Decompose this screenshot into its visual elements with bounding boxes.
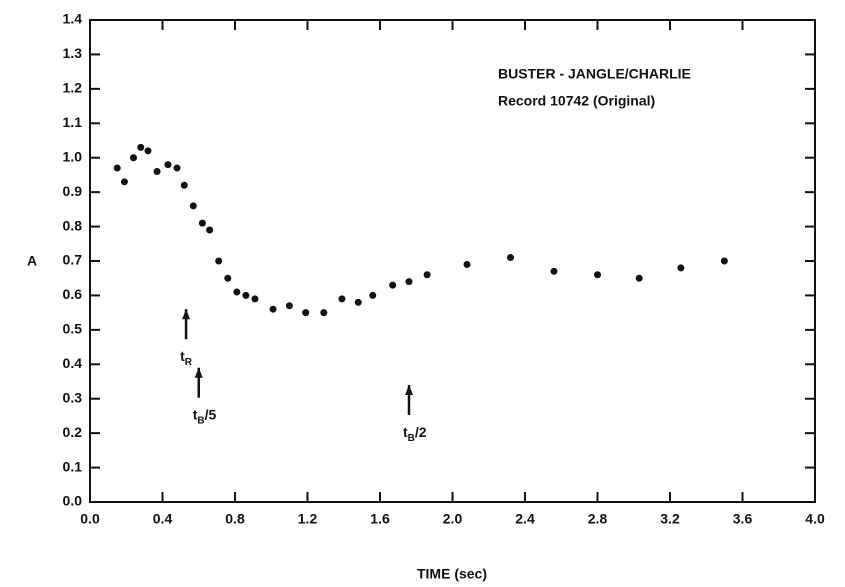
y-tick-label: 0.4	[63, 355, 83, 371]
x-tick-label: 2.8	[588, 511, 608, 527]
y-tick-label: 0.9	[63, 183, 83, 199]
x-tick-label: 3.2	[660, 511, 680, 527]
arrow-label: tB/5	[193, 406, 217, 426]
y-tick-label: 0.3	[63, 389, 83, 405]
y-tick-label: 1.1	[63, 114, 83, 130]
data-point	[269, 305, 277, 313]
data-point	[130, 154, 137, 162]
data-point	[153, 167, 161, 175]
arrow-label-main: t	[193, 406, 198, 422]
data-point	[354, 298, 362, 306]
data-point	[189, 202, 197, 210]
data-point	[180, 181, 188, 189]
data-point	[507, 254, 514, 262]
arrow-label-sub: R	[185, 357, 193, 368]
data-point	[338, 295, 346, 303]
data-point	[137, 143, 145, 151]
y-tick-label: 0.6	[63, 286, 83, 302]
data-point	[164, 161, 172, 169]
arrow-label-sub: B	[408, 433, 415, 444]
data-point	[405, 278, 413, 286]
x-tick-label: 4.0	[805, 511, 825, 527]
data-point	[113, 164, 121, 172]
arrow-head	[182, 309, 191, 320]
data-point	[215, 257, 223, 265]
data-point	[206, 226, 214, 234]
data-point	[285, 302, 293, 310]
data-point	[224, 274, 232, 282]
data-point	[389, 281, 397, 289]
data-point	[594, 271, 601, 279]
y-tick-label: 0.2	[63, 424, 83, 440]
data-point	[233, 288, 241, 296]
data-point	[635, 274, 643, 282]
y-tick-label: 0.8	[63, 217, 83, 233]
arrow-label: tR	[180, 348, 193, 368]
data-point	[677, 264, 685, 272]
annotation: BUSTER - JANGLE/CHARLIE	[498, 66, 691, 82]
x-axis-label: TIME (sec)	[417, 566, 487, 582]
y-tick-label: 1.3	[63, 45, 83, 61]
data-point	[720, 257, 728, 265]
y-tick-label: 0.5	[63, 321, 83, 337]
data-point	[120, 178, 128, 186]
arrow-label-after: /5	[205, 406, 217, 422]
arrow-label-main: t	[403, 424, 408, 440]
arrow-label-sub: B	[197, 415, 204, 426]
y-tick-label: 0.1	[63, 458, 83, 474]
x-tick-label: 0.0	[80, 511, 100, 527]
y-tick-label: 1.0	[63, 148, 83, 164]
arrow-label-main: t	[180, 348, 185, 364]
data-point	[463, 260, 471, 268]
y-tick-label: 0.7	[63, 252, 83, 268]
arrow-head	[405, 384, 413, 395]
data-point	[550, 267, 558, 275]
data-point	[320, 309, 328, 317]
x-tick-label: 3.6	[733, 511, 753, 527]
data-point	[369, 291, 377, 299]
y-tick-label: 1.4	[63, 11, 83, 27]
data-point	[173, 164, 181, 172]
data-point	[251, 295, 259, 303]
x-tick-label: 2.0	[443, 511, 463, 527]
y-tick-label: 0.0	[63, 493, 83, 509]
x-tick-label: 0.8	[225, 511, 245, 527]
x-tick-label: 1.6	[370, 511, 390, 527]
arrow-label-after: /2	[415, 424, 427, 440]
x-tick-label: 2.4	[515, 511, 535, 527]
arrow-head	[194, 367, 203, 378]
plot-frame	[89, 19, 816, 503]
annotation: Record 10742 (Original)	[498, 93, 655, 109]
data-point	[302, 309, 310, 317]
arrow-label: tB/2	[403, 424, 427, 444]
data-point	[242, 291, 250, 299]
data-point	[144, 147, 152, 155]
y-axis-label: A	[27, 253, 37, 269]
x-tick-label: 1.2	[298, 511, 318, 527]
data-point	[423, 271, 431, 279]
y-tick-label: 1.2	[63, 80, 83, 96]
x-tick-label: 0.4	[153, 511, 173, 527]
data-point	[198, 219, 206, 227]
